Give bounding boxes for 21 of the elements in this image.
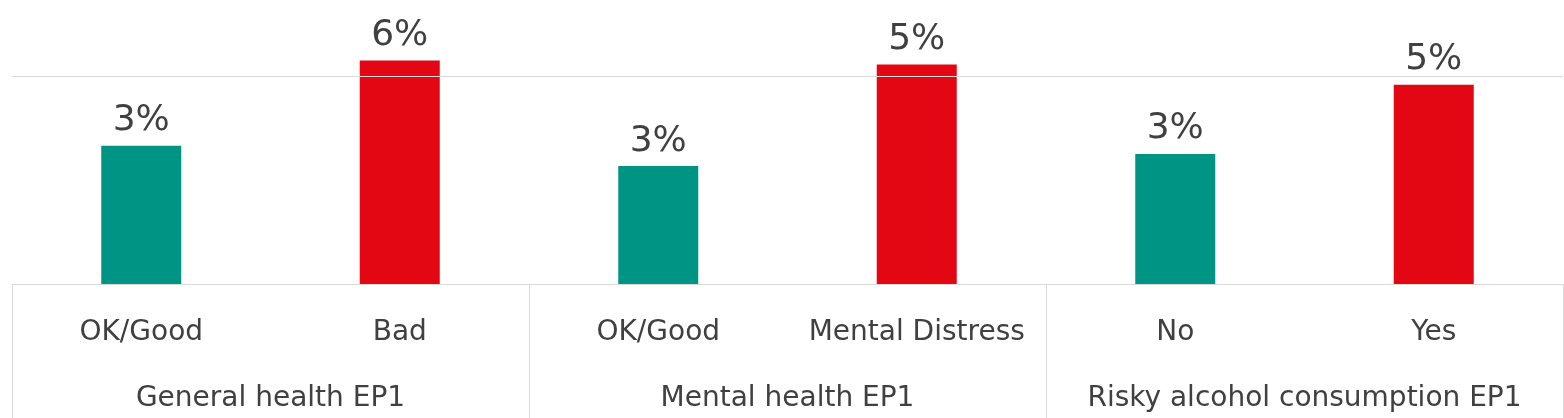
bar bbox=[1393, 84, 1474, 284]
x-tick-label: Mental Distress bbox=[808, 313, 1025, 347]
data-label: 6% bbox=[371, 11, 429, 53]
data-label: 3% bbox=[629, 117, 687, 159]
data-label: 3% bbox=[1146, 105, 1204, 147]
x-tick-label: No bbox=[1156, 313, 1195, 347]
bar bbox=[618, 166, 699, 284]
text: Risky alcohol consumption EP1 bbox=[1087, 379, 1522, 413]
data-label: 5% bbox=[888, 15, 946, 57]
bar bbox=[876, 64, 957, 284]
text: General health EP1 bbox=[135, 379, 406, 413]
x-tick-label: OK/Good bbox=[79, 313, 204, 347]
text: Mental health EP1 bbox=[660, 379, 915, 413]
data-label: 3% bbox=[112, 97, 170, 139]
x-tick-label: Bad bbox=[372, 313, 427, 347]
x-tick-label: Yes bbox=[1410, 313, 1457, 347]
bar bbox=[359, 60, 440, 284]
data-label: 5% bbox=[1405, 36, 1463, 78]
bar bbox=[101, 145, 182, 284]
bar bbox=[1135, 153, 1216, 284]
x-tick-label: OK/Good bbox=[596, 313, 721, 347]
